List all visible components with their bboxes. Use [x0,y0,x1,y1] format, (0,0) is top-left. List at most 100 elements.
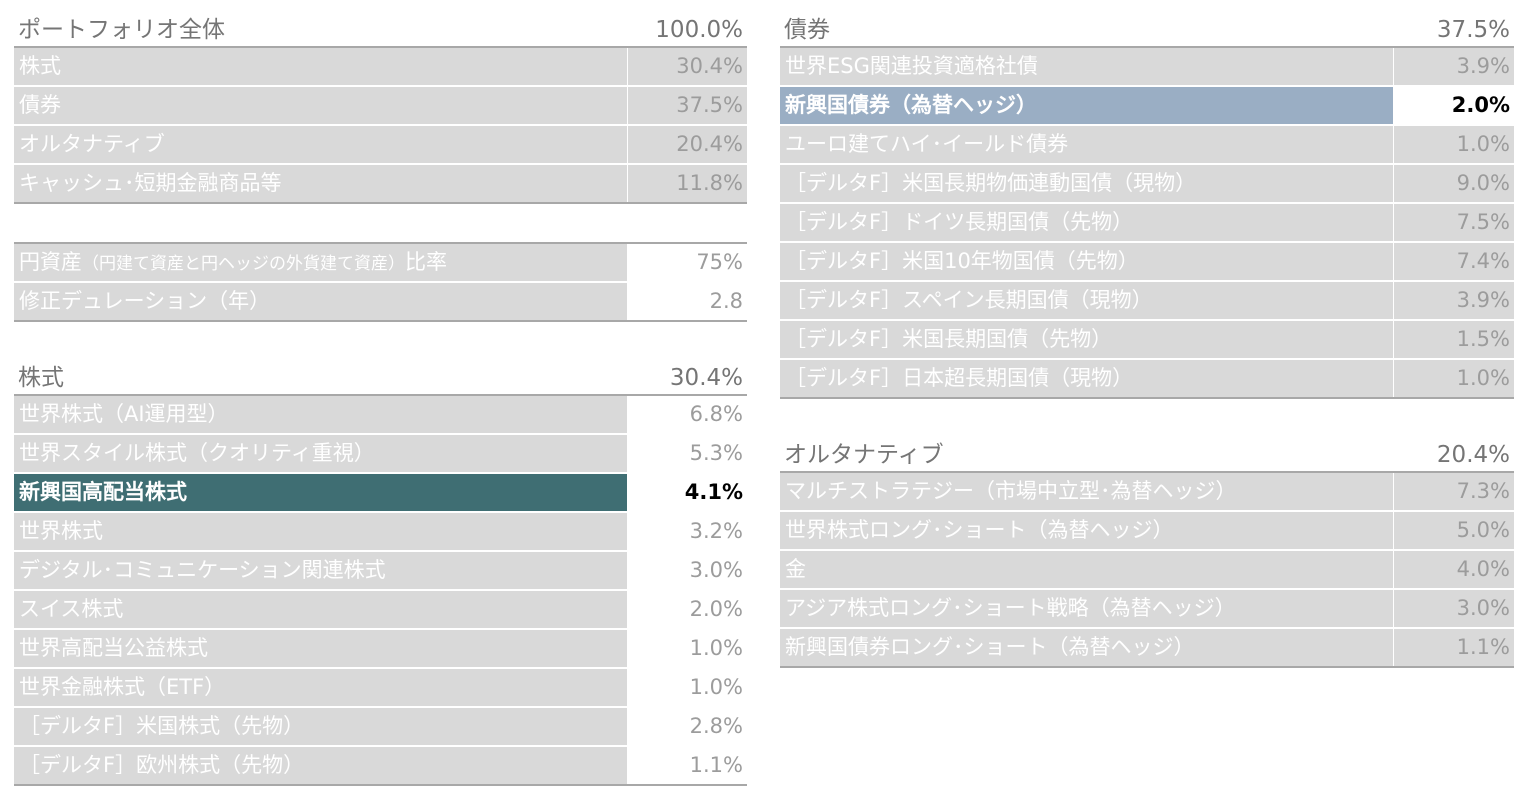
portfolio-header: ポートフォリオ全体 100.0% [14,14,747,48]
bonds-total: 37.5% [1436,17,1510,43]
row-value: 3.0% [1393,590,1514,627]
row-label: デジタル･コミュニケーション関連株式 [14,552,627,589]
table-row: 株式 30.4% [14,48,747,87]
table-row: 金 4.0% [780,551,1514,590]
row-label: 新興国債券ロング･ショート（為替ヘッジ） [780,629,1393,666]
equity-header: 株式 30.4% [14,362,747,396]
portfolio-title: ポートフォリオ全体 [18,17,225,43]
row-label: ユーロ建てハイ･イールド債券 [780,126,1393,163]
row-value: 2.0% [627,591,747,628]
table-row: アジア株式ロング･ショート戦略（為替ヘッジ） 3.0% [780,590,1514,629]
yen-ratio-label-tail: 比率 [405,250,447,274]
alternatives-rows: マルチストラテジー（市場中立型･為替ヘッジ） 7.3% 世界株式ロング･ショート… [780,473,1514,668]
row-value: 3.0% [627,552,747,589]
row-label: アジア株式ロング･ショート戦略（為替ヘッジ） [780,590,1393,627]
table-row: 世界スタイル株式（クオリティ重視） 5.3% [14,435,747,474]
row-label: ［デルタF］米国10年物国債（先物） [780,243,1393,280]
table-row: 世界金融株式（ETF） 1.0% [14,669,747,708]
row-label: ［デルタF］米国長期国債（先物） [780,321,1393,358]
row-value: 1.0% [1393,360,1514,397]
row-value: 5.0% [1393,512,1514,549]
row-value: 1.0% [1393,126,1514,163]
table-row: ［デルタF］米国10年物国債（先物） 7.4% [780,243,1514,282]
row-value: 1.0% [627,669,747,706]
row-label: キャッシュ･短期金融商品等 [14,165,627,202]
row-label: ［デルタF］欧州株式（先物） [14,747,627,784]
row-value: 1.1% [1393,629,1514,666]
row-label: マルチストラテジー（市場中立型･為替ヘッジ） [780,473,1393,510]
table-row: デジタル･コミュニケーション関連株式 3.0% [14,552,747,591]
alternatives-title: オルタナティブ [784,442,944,468]
row-value: 7.3% [1393,473,1514,510]
table-row: ［デルタF］米国株式（先物） 2.8% [14,708,747,747]
row-value: 11.8% [627,165,747,202]
row-label: 株式 [14,48,627,85]
equity-title: 株式 [18,365,64,391]
table-row: 債券 37.5% [14,87,747,126]
table-row-highlighted: 新興国債券（為替ヘッジ） 2.0% [780,87,1514,126]
equity-total: 30.4% [669,365,743,391]
right-column: 債券 37.5% 世界ESG関連投資適格社債 3.9% 新興国債券（為替ヘッジ）… [780,14,1514,668]
table-row: 世界株式ロング･ショート（為替ヘッジ） 5.0% [780,512,1514,551]
table-row: キャッシュ･短期金融商品等 11.8% [14,165,747,204]
bonds-section: 債券 37.5% 世界ESG関連投資適格社債 3.9% 新興国債券（為替ヘッジ）… [780,14,1514,399]
row-value: 6.8% [627,396,747,433]
row-label: オルタナティブ [14,126,627,163]
row-label: 新興国高配当株式 [14,474,627,511]
spacer [780,399,1514,439]
row-label: 世界高配当公益株式 [14,630,627,667]
row-label: 新興国債券（為替ヘッジ） [780,87,1393,124]
table-row: 世界ESG関連投資適格社債 3.9% [780,48,1514,87]
row-value: 1.1% [627,747,747,784]
metrics-section: 円資産（円建て資産と円ヘッジの外貨建て資産）比率 75% 修正デュレーション（年… [14,242,747,322]
bonds-rows: 世界ESG関連投資適格社債 3.9% 新興国債券（為替ヘッジ） 2.0% ユーロ… [780,48,1514,399]
row-label: 債券 [14,87,627,124]
yen-ratio-label: 円資産（円建て資産と円ヘッジの外貨建て資産）比率 [14,244,627,281]
table-row: ［デルタF］スペイン長期国債（現物） 3.9% [780,282,1514,321]
spacer [14,322,747,362]
row-value: 30.4% [627,48,747,85]
table-row: 世界株式 3.2% [14,513,747,552]
equity-section: 株式 30.4% 世界株式（AI運用型） 6.8% 世界スタイル株式（クオリティ… [14,362,747,786]
alternatives-section: オルタナティブ 20.4% マルチストラテジー（市場中立型･為替ヘッジ） 7.3… [780,439,1514,668]
duration-value: 2.8 [627,283,747,320]
row-value: 1.5% [1393,321,1514,358]
row-value: 3.9% [1393,282,1514,319]
alternatives-header: オルタナティブ 20.4% [780,439,1514,473]
row-value: 2.0% [1393,87,1514,124]
row-label: 世界株式（AI運用型） [14,396,627,433]
portfolio-section: ポートフォリオ全体 100.0% 株式 30.4% 債券 37.5% オルタナテ… [14,14,747,204]
row-value: 9.0% [1393,165,1514,202]
row-label: 世界株式ロング･ショート（為替ヘッジ） [780,512,1393,549]
row-value: 4.0% [1393,551,1514,588]
row-label: 金 [780,551,1393,588]
row-label: ［デルタF］米国長期物価連動国債（現物） [780,165,1393,202]
table-row: ［デルタF］米国長期物価連動国債（現物） 9.0% [780,165,1514,204]
table-row-highlighted: 新興国高配当株式 4.1% [14,474,747,513]
portfolio-rows: 株式 30.4% 債券 37.5% オルタナティブ 20.4% キャッシュ･短期… [14,48,747,204]
bonds-header: 債券 37.5% [780,14,1514,48]
row-value: 3.9% [1393,48,1514,85]
row-label: ［デルタF］日本超長期国債（現物） [780,360,1393,397]
row-label: ［デルタF］スペイン長期国債（現物） [780,282,1393,319]
left-column: ポートフォリオ全体 100.0% 株式 30.4% 債券 37.5% オルタナテ… [14,14,747,786]
yen-ratio-value: 75% [627,244,747,281]
row-value: 1.0% [627,630,747,667]
row-label: 世界ESG関連投資適格社債 [780,48,1393,85]
table-row: ［デルタF］日本超長期国債（現物） 1.0% [780,360,1514,399]
alternatives-total: 20.4% [1436,442,1510,468]
portfolio-total: 100.0% [655,17,743,43]
row-label: 世界金融株式（ETF） [14,669,627,706]
row-label: ［デルタF］米国株式（先物） [14,708,627,745]
spacer [14,204,747,242]
table-row: マルチストラテジー（市場中立型･為替ヘッジ） 7.3% [780,473,1514,512]
duration-row: 修正デュレーション（年） 2.8 [14,283,747,322]
row-label: 世界株式 [14,513,627,550]
equity-rows: 世界株式（AI運用型） 6.8% 世界スタイル株式（クオリティ重視） 5.3% … [14,396,747,786]
row-value: 5.3% [627,435,747,472]
table-row: 世界高配当公益株式 1.0% [14,630,747,669]
row-label: スイス株式 [14,591,627,628]
bonds-title: 債券 [784,17,830,43]
table-row: ［デルタF］ドイツ長期国債（先物） 7.5% [780,204,1514,243]
row-value: 3.2% [627,513,747,550]
